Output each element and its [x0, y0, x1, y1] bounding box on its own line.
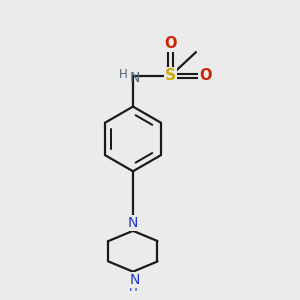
Text: O: O	[164, 36, 177, 51]
Text: S: S	[165, 68, 176, 83]
Text: N: N	[128, 216, 138, 230]
Text: N: N	[129, 273, 140, 287]
Text: N: N	[130, 71, 140, 85]
Text: O: O	[199, 68, 211, 83]
Text: H: H	[129, 281, 137, 294]
Text: H: H	[119, 68, 128, 81]
